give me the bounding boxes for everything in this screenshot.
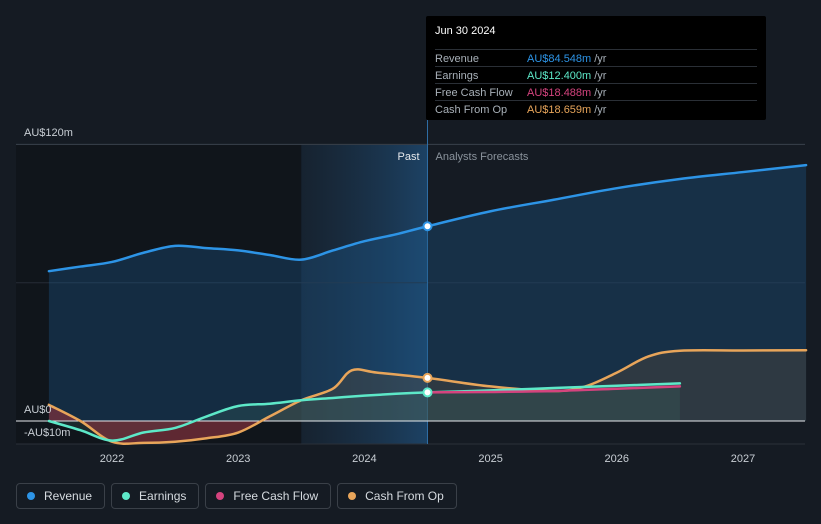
legend-item-earnings[interactable]: Earnings: [111, 483, 200, 509]
x-tick-label: 2027: [731, 453, 755, 465]
tooltip-label: Free Cash Flow: [435, 87, 513, 99]
legend-label: Revenue: [44, 489, 93, 503]
chart-area: AU$120m AU$0 -AU$10m 2022 2023 2024 2025 2026 20…: [16, 120, 808, 465]
cash-from-op-line: [47, 348, 808, 445]
legend-label: Cash From Op: [365, 489, 444, 503]
tooltip-value-group: AU$18.488m/yr: [527, 87, 606, 99]
tooltip-unit: /yr: [594, 53, 607, 65]
legend-label: Free Cash Flow: [233, 489, 319, 503]
tooltip-label: Revenue: [435, 53, 480, 65]
x-tick-label: 2022: [100, 453, 124, 465]
legend: Revenue Earnings Free Cash Flow Cash Fro…: [16, 483, 457, 511]
legend-dot-icon: [122, 492, 131, 500]
earnings-area: [48, 383, 680, 441]
tooltip-value: AU$18.659m: [527, 104, 592, 116]
tooltip-row-earnings: Earnings AU$12.400m/yr: [435, 66, 757, 84]
legend-item-revenue[interactable]: Revenue: [16, 483, 106, 509]
free-cash-flow-line: [426, 385, 682, 394]
legend-item-free-cash-flow[interactable]: Free Cash Flow: [205, 483, 332, 509]
negative-area: [48, 404, 270, 444]
forecast-label: Analysts Forecasts: [436, 151, 529, 163]
tooltip-value-group: AU$18.659m/yr: [527, 104, 606, 116]
y-tick-label-top: AU$120m: [24, 127, 73, 139]
past-label: Past: [397, 151, 419, 163]
cash-from-op-marker: [422, 372, 433, 383]
tooltip-label: Earnings: [435, 70, 479, 82]
earnings-marker: [422, 387, 433, 398]
tooltip-row-free-cash-flow: Free Cash Flow AU$18.488m/yr: [435, 83, 757, 101]
y-tick-label-negative: -AU$10m: [24, 427, 70, 439]
x-tick-label: 2024: [352, 453, 376, 465]
x-tick-label: 2025: [478, 453, 502, 465]
tooltip: Jun 30 2024 Revenue AU$84.548m/yr Earnin…: [426, 16, 766, 120]
past-region: [16, 145, 302, 444]
tooltip-unit: /yr: [594, 87, 607, 99]
tooltip-value: AU$12.400m: [527, 70, 592, 82]
tooltip-unit: /yr: [594, 104, 607, 116]
revenue-marker: [422, 221, 433, 232]
legend-item-cash-from-op[interactable]: Cash From Op: [337, 483, 457, 509]
tooltip-value-group: AU$84.548m/yr: [527, 53, 606, 65]
legend-dot-icon: [216, 492, 225, 500]
earnings-line: [47, 382, 682, 442]
y-tick-label-zero: AU$0: [24, 404, 52, 416]
tooltip-value: AU$84.548m: [527, 53, 592, 65]
tooltip-label: Cash From Op: [435, 104, 508, 116]
tooltip-date: Jun 30 2024: [435, 25, 496, 37]
revenue-line: [47, 163, 808, 273]
tooltip-row-cash-from-op: Cash From Op AU$18.659m/yr: [435, 100, 757, 118]
tooltip-value-group: AU$12.400m/yr: [527, 70, 606, 82]
legend-dot-icon: [348, 492, 357, 500]
tooltip-row-revenue: Revenue AU$84.548m/yr: [435, 49, 757, 67]
legend-dot-icon: [27, 492, 35, 500]
tooltip-value: AU$18.488m: [527, 87, 592, 99]
revenue-area: [48, 165, 807, 421]
legend-label: Earnings: [139, 489, 187, 503]
tooltip-unit: /yr: [594, 70, 607, 82]
x-tick-label: 2026: [605, 453, 629, 465]
x-tick-label: 2023: [226, 453, 250, 465]
